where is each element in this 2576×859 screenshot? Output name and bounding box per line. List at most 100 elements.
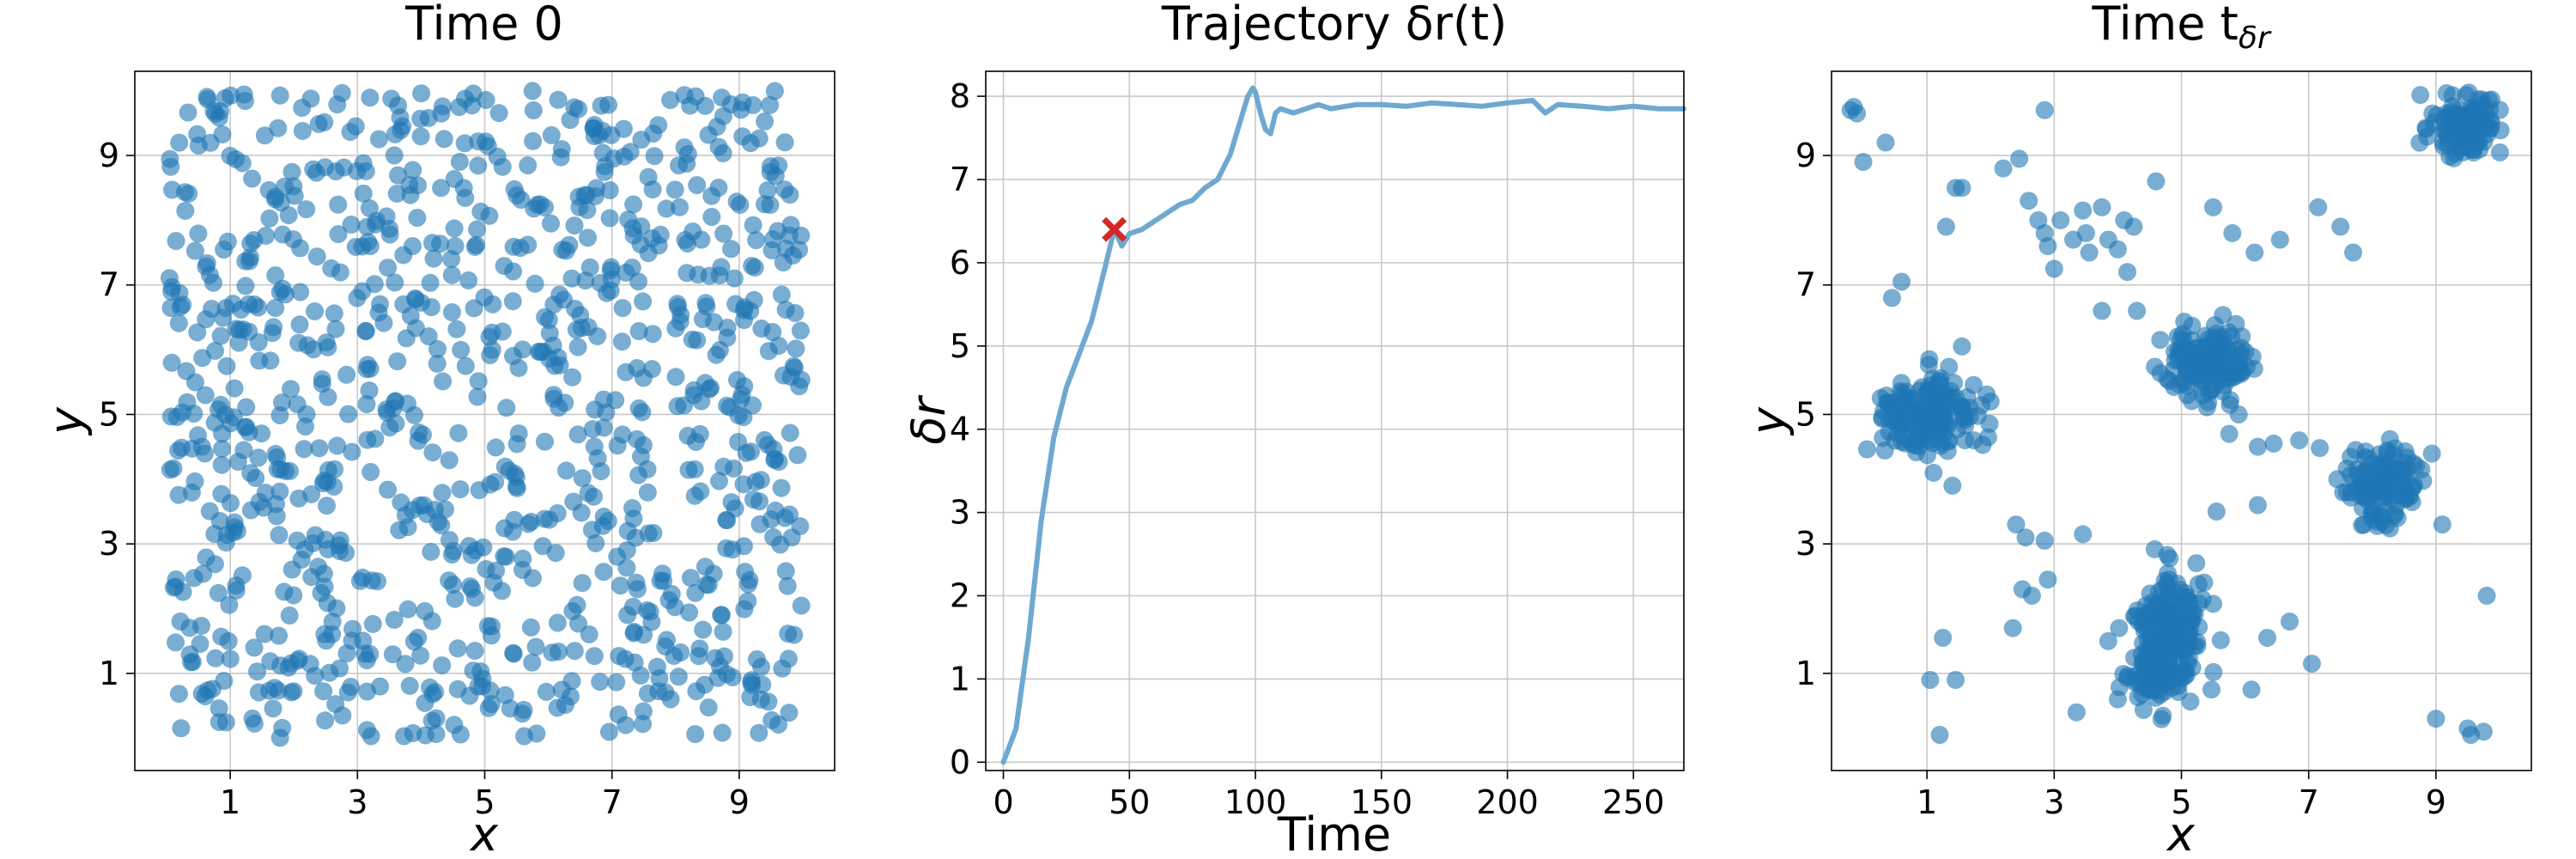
scatter-point — [296, 417, 314, 436]
scatter-point — [566, 300, 585, 318]
scatter-point — [588, 449, 607, 468]
scatter-point — [639, 524, 658, 543]
scatter-point — [246, 295, 264, 314]
scatter-point — [411, 109, 430, 128]
scatter-point — [2433, 515, 2451, 534]
scatter-point — [464, 661, 483, 680]
scatter-point — [623, 259, 641, 277]
grid-lines — [986, 71, 1684, 771]
scatter-point — [723, 668, 742, 686]
scatter-point — [346, 117, 365, 136]
scatter-point — [1936, 217, 1955, 236]
scatter-point — [390, 521, 409, 539]
chart-title: Time tδr — [2091, 0, 2272, 56]
scatter-point — [2035, 531, 2054, 550]
scatter-point — [2148, 602, 2166, 621]
scatter-point — [423, 443, 442, 462]
scatter-point — [2281, 612, 2299, 631]
scatter-point — [367, 215, 386, 234]
scatter-point — [291, 239, 309, 258]
scatter-point — [563, 368, 582, 387]
scatter-point — [342, 215, 361, 234]
scatter-point — [600, 209, 619, 228]
y-tick-label: 3 — [1795, 525, 1816, 563]
scatter-point — [785, 358, 804, 377]
scatter-point — [164, 459, 183, 478]
scatter-point — [519, 156, 538, 174]
y-tick-label: 1 — [99, 655, 119, 692]
scatter-point — [2202, 361, 2221, 380]
scatter-point — [1917, 413, 1936, 432]
scatter-point — [692, 230, 711, 249]
scatter-point — [329, 225, 348, 244]
scatter-point — [602, 258, 621, 277]
scatter-point — [661, 90, 680, 109]
scatter-point — [217, 356, 236, 375]
scatter-point — [205, 525, 224, 544]
scatter-point — [237, 398, 256, 417]
scatter-point — [2211, 631, 2230, 649]
scatter-point — [326, 695, 345, 714]
scatter-point — [469, 132, 488, 151]
scatter-point — [2229, 405, 2248, 423]
scatter-point — [643, 325, 662, 344]
scatter-point — [428, 513, 447, 532]
scatter-point — [569, 614, 587, 633]
scatter-point — [511, 239, 530, 257]
scatter-point — [526, 274, 544, 293]
scatter-point — [1921, 671, 1940, 689]
scatter-point — [690, 647, 708, 666]
scatter-point — [369, 303, 388, 322]
scatter-point — [450, 152, 469, 171]
scatter-point — [507, 435, 526, 454]
scatter-point — [2183, 365, 2202, 384]
scatter-point — [2168, 327, 2187, 346]
scatter-point — [2093, 198, 2111, 216]
scatter-point — [713, 606, 731, 624]
data-points — [160, 82, 811, 747]
scatter-point — [2108, 240, 2127, 259]
scatter-point — [167, 232, 185, 250]
scatter-point — [1943, 476, 1962, 495]
scatter-point — [479, 698, 498, 717]
y-tick-label: 4 — [950, 411, 970, 448]
scatter-point — [2197, 398, 2216, 417]
scatter-point — [537, 682, 556, 701]
scatter-point — [197, 310, 216, 329]
scatter-point — [404, 161, 422, 180]
scatter-point — [445, 219, 464, 238]
chart-title: Time 0 — [404, 0, 563, 51]
scatter-point — [540, 510, 559, 529]
scatter-point — [356, 322, 375, 340]
scatter-point — [2453, 110, 2472, 128]
scatter-point — [449, 423, 468, 442]
scatter-point — [654, 571, 672, 590]
y-tick-label: 9 — [99, 137, 119, 174]
scatter-point — [452, 340, 471, 359]
scatter-point — [389, 96, 408, 115]
scatter-point — [772, 285, 791, 304]
scatter-point — [211, 326, 230, 345]
scatter-point — [268, 448, 287, 466]
scatter-point — [631, 666, 650, 685]
scatter-point — [1875, 441, 1894, 460]
scatter-point — [780, 704, 799, 722]
scatter-point — [658, 631, 676, 649]
scatter-point — [234, 85, 253, 104]
scatter-point — [758, 436, 777, 454]
scatter-point — [764, 527, 783, 546]
scatter-point — [2160, 549, 2179, 568]
panel-time-t: 1 3 5 7 9 1 3 5 7 9 Time tδr x y — [1741, 0, 2532, 859]
scatter-point — [634, 369, 653, 387]
scatter-point — [428, 339, 447, 358]
scatter-point — [505, 510, 524, 529]
scatter-point — [226, 149, 245, 168]
scatter-point — [2067, 703, 2086, 722]
scatter-point — [353, 282, 372, 301]
scatter-point — [361, 463, 380, 481]
scatter-point — [465, 237, 484, 256]
panel-trajectory: 0 50 100 150 200 250 0 1 2 3 4 5 6 7 8 Trajectory δr(t… — [902, 0, 1686, 859]
scatter-point — [2439, 129, 2458, 148]
scatter-point — [309, 114, 328, 133]
scatter-point — [169, 314, 188, 332]
